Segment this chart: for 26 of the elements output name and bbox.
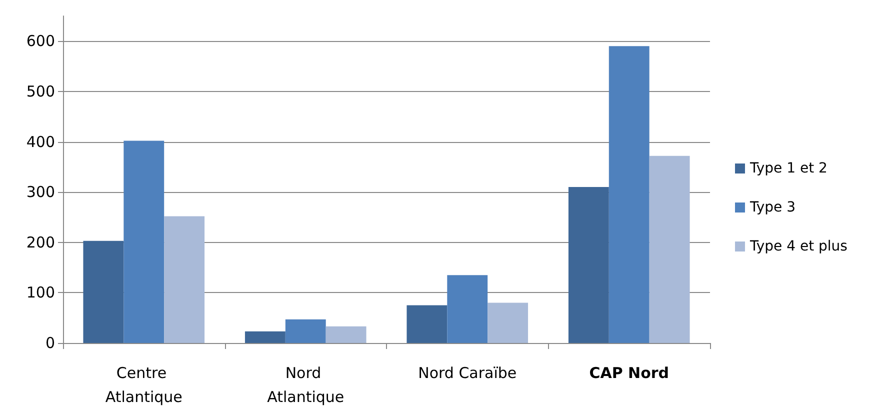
bar	[608, 46, 650, 343]
legend-label: Type 3	[749, 200, 796, 216]
bar	[406, 305, 448, 343]
y-tick-label: 200	[26, 233, 55, 252]
legend-label: Type 4 et plus	[749, 238, 848, 254]
y-tick-label: 100	[26, 284, 55, 302]
bar	[447, 275, 488, 343]
bar	[488, 302, 528, 343]
x-tick-label: Nord Caraïbe	[418, 364, 517, 382]
legend-label: Type 1 et 2	[749, 160, 828, 176]
bar	[124, 140, 164, 343]
bar	[649, 156, 690, 343]
x-tick-label: Nord Atlantique	[267, 364, 344, 406]
bar	[285, 319, 326, 343]
bar	[326, 326, 366, 343]
x-tick-label: Centre Atlantique	[105, 364, 182, 406]
bar	[83, 240, 124, 343]
y-tick-label: 0	[45, 334, 55, 352]
y-tick-label: 600	[26, 32, 55, 50]
y-tick-label: 500	[26, 82, 55, 100]
y-tick-label: 300	[26, 183, 55, 202]
bar	[164, 216, 205, 343]
bar	[244, 331, 286, 343]
x-tick-label: CAP Nord	[589, 364, 670, 382]
bar	[568, 187, 609, 343]
y-tick-label: 400	[26, 132, 55, 151]
